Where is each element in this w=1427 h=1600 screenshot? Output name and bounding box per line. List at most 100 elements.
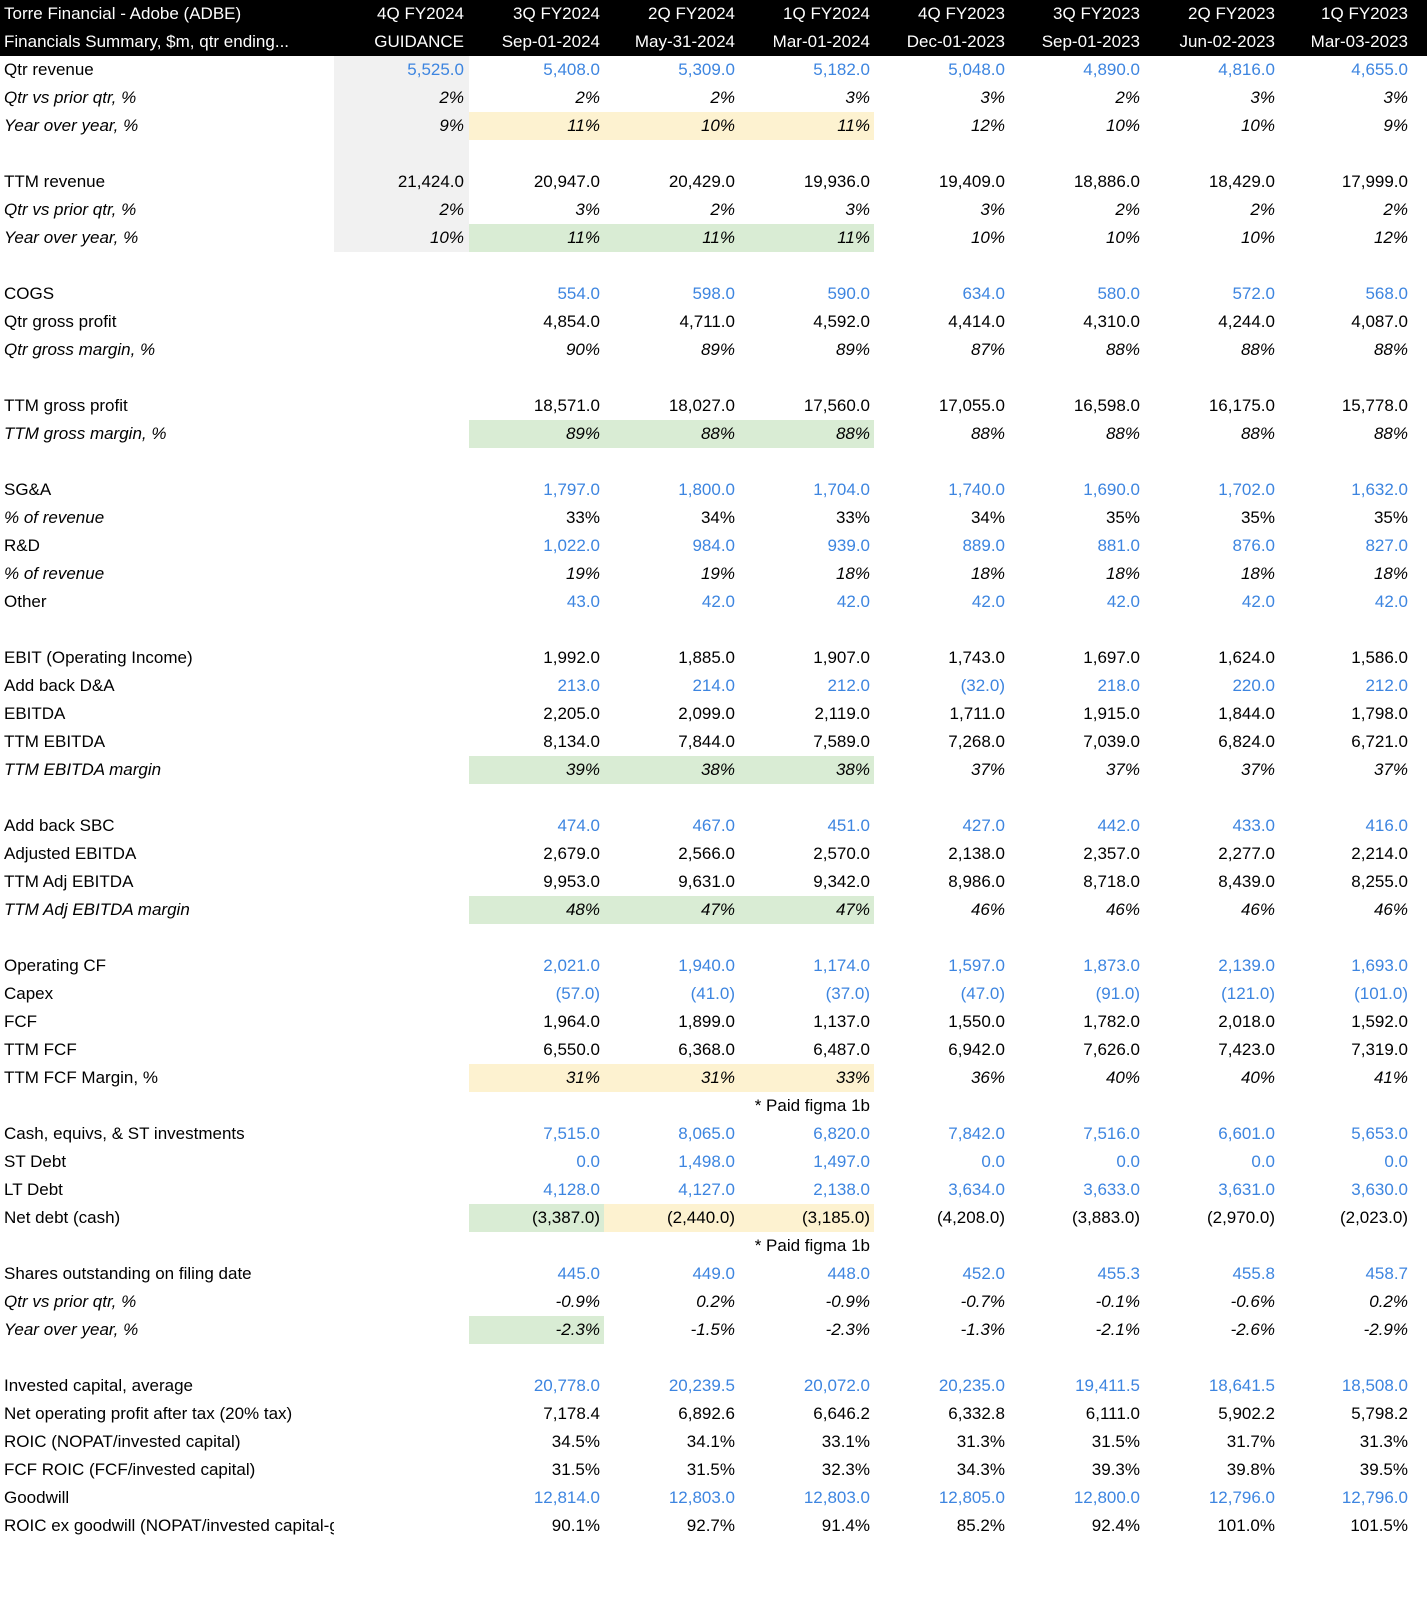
value-cell[interactable]: 6,820.0 — [813, 1124, 870, 1143]
value-cell[interactable]: 39.5% — [1359, 1460, 1408, 1479]
value-cell[interactable] — [874, 140, 1009, 168]
value-cell[interactable] — [604, 252, 739, 280]
value-cell[interactable]: 1,800.0 — [678, 480, 735, 499]
period-header[interactable]: 1Q FY2024 — [783, 4, 870, 23]
row-label[interactable]: Capex — [4, 984, 54, 1003]
value-cell[interactable]: 0.0 — [1251, 1152, 1275, 1171]
value-cell[interactable]: 20,239.5 — [668, 1376, 735, 1395]
value-cell[interactable]: 12,803.0 — [668, 1488, 735, 1507]
row-label[interactable] — [0, 448, 334, 476]
row-label[interactable]: Qtr vs prior qtr, % — [4, 88, 137, 107]
value-cell[interactable] — [334, 1484, 469, 1512]
value-cell[interactable]: 8,134.0 — [543, 732, 600, 751]
period-header[interactable]: 4Q FY2024 — [377, 4, 464, 23]
value-cell[interactable]: 2,099.0 — [678, 704, 735, 723]
value-cell[interactable]: 17,999.0 — [1341, 172, 1408, 191]
value-cell[interactable]: 10% — [1105, 228, 1140, 247]
row-label[interactable] — [0, 616, 334, 644]
value-cell[interactable] — [604, 616, 739, 644]
value-cell[interactable]: 5,048.0 — [948, 60, 1005, 79]
value-cell[interactable]: 47% — [604, 896, 739, 924]
value-cell[interactable]: 598.0 — [692, 284, 735, 303]
value-cell[interactable] — [334, 644, 469, 672]
value-cell[interactable]: 1,907.0 — [813, 648, 870, 667]
value-cell[interactable] — [1009, 924, 1144, 952]
value-cell[interactable]: 32.3% — [821, 1460, 870, 1479]
value-cell[interactable]: 6,824.0 — [1218, 732, 1275, 751]
value-cell[interactable]: (4,208.0) — [936, 1208, 1005, 1227]
value-cell[interactable] — [874, 924, 1009, 952]
value-cell[interactable]: 1,592.0 — [1351, 1012, 1408, 1031]
value-cell[interactable]: 39.3% — [1091, 1460, 1140, 1479]
value-cell[interactable]: (57.0) — [555, 984, 600, 1003]
value-cell[interactable]: -2.6% — [1230, 1320, 1275, 1339]
date-header[interactable]: May-31-2024 — [634, 32, 735, 51]
row-label[interactable]: LT Debt — [4, 1180, 63, 1199]
value-cell[interactable]: 427.0 — [962, 816, 1005, 835]
value-cell[interactable]: 2% — [1250, 200, 1275, 219]
value-cell[interactable] — [334, 1372, 469, 1400]
value-cell[interactable]: 85.2% — [956, 1516, 1005, 1535]
value-cell[interactable] — [604, 924, 739, 952]
value-cell[interactable]: 2,566.0 — [678, 844, 735, 863]
value-cell[interactable]: 554.0 — [557, 284, 600, 303]
value-cell[interactable]: 11% — [739, 224, 874, 252]
value-cell[interactable]: 6,601.0 — [1218, 1124, 1275, 1143]
value-cell[interactable]: 1,844.0 — [1218, 704, 1275, 723]
value-cell[interactable] — [469, 252, 604, 280]
value-cell[interactable]: 91.4% — [821, 1516, 870, 1535]
value-cell[interactable]: 1,597.0 — [948, 956, 1005, 975]
value-cell[interactable]: 5,525.0 — [334, 56, 469, 84]
value-cell[interactable] — [469, 448, 604, 476]
row-label[interactable]: Qtr gross profit — [4, 312, 117, 331]
value-cell[interactable]: 2% — [710, 200, 735, 219]
value-cell[interactable] — [1009, 1344, 1144, 1372]
value-cell[interactable]: 18% — [835, 564, 870, 583]
value-cell[interactable]: 3,634.0 — [948, 1180, 1005, 1199]
value-cell[interactable] — [1144, 252, 1279, 280]
value-cell[interactable]: 1,702.0 — [1218, 480, 1275, 499]
row-label[interactable]: Net operating profit after tax (20% tax) — [4, 1404, 293, 1423]
value-cell[interactable]: 827.0 — [1365, 536, 1408, 555]
value-cell[interactable] — [334, 952, 469, 980]
value-cell[interactable] — [334, 616, 469, 644]
value-cell[interactable]: 18,886.0 — [1073, 172, 1140, 191]
value-cell[interactable]: 17,560.0 — [803, 396, 870, 415]
row-label[interactable]: Operating CF — [4, 956, 107, 975]
value-cell[interactable]: 6,892.6 — [678, 1404, 735, 1423]
value-cell[interactable]: 10% — [1240, 228, 1275, 247]
value-cell[interactable] — [469, 616, 604, 644]
value-cell[interactable] — [604, 140, 739, 168]
period-header[interactable]: 4Q FY2023 — [918, 4, 1005, 23]
value-cell[interactable]: 8,255.0 — [1351, 872, 1408, 891]
value-cell[interactable]: 92.4% — [1091, 1516, 1140, 1535]
value-cell[interactable]: 89% — [835, 340, 870, 359]
row-label[interactable]: Year over year, % — [4, 1320, 139, 1339]
value-cell[interactable] — [334, 1288, 469, 1316]
value-cell[interactable]: 18,508.0 — [1341, 1376, 1408, 1395]
value-cell[interactable]: 18,571.0 — [533, 396, 600, 415]
date-header[interactable]: Sep-01-2024 — [501, 32, 600, 51]
value-cell[interactable]: 19,409.0 — [938, 172, 1005, 191]
value-cell[interactable]: (3,185.0) — [739, 1204, 874, 1232]
value-cell[interactable]: 11% — [739, 112, 874, 140]
value-cell[interactable] — [334, 364, 469, 392]
value-cell[interactable]: 12,796.0 — [1341, 1488, 1408, 1507]
value-cell[interactable]: 1,740.0 — [948, 480, 1005, 499]
value-cell[interactable] — [1144, 1344, 1279, 1372]
row-label[interactable]: R&D — [4, 536, 40, 555]
value-cell[interactable] — [334, 1204, 469, 1232]
value-cell[interactable]: 1,550.0 — [948, 1012, 1005, 1031]
value-cell[interactable]: 455.3 — [1097, 1264, 1140, 1283]
value-cell[interactable] — [1144, 924, 1279, 952]
value-cell[interactable]: 220.0 — [1232, 676, 1275, 695]
value-cell[interactable]: 2,021.0 — [543, 956, 600, 975]
value-cell[interactable] — [334, 1456, 469, 1484]
value-cell[interactable]: 88% — [1105, 340, 1140, 359]
value-cell[interactable]: 1,022.0 — [543, 536, 600, 555]
value-cell[interactable] — [334, 420, 469, 448]
value-cell[interactable]: 1,137.0 — [813, 1012, 870, 1031]
value-cell[interactable]: 37% — [1373, 760, 1408, 779]
value-cell[interactable]: 40% — [1240, 1068, 1275, 1087]
value-cell[interactable] — [334, 588, 469, 616]
